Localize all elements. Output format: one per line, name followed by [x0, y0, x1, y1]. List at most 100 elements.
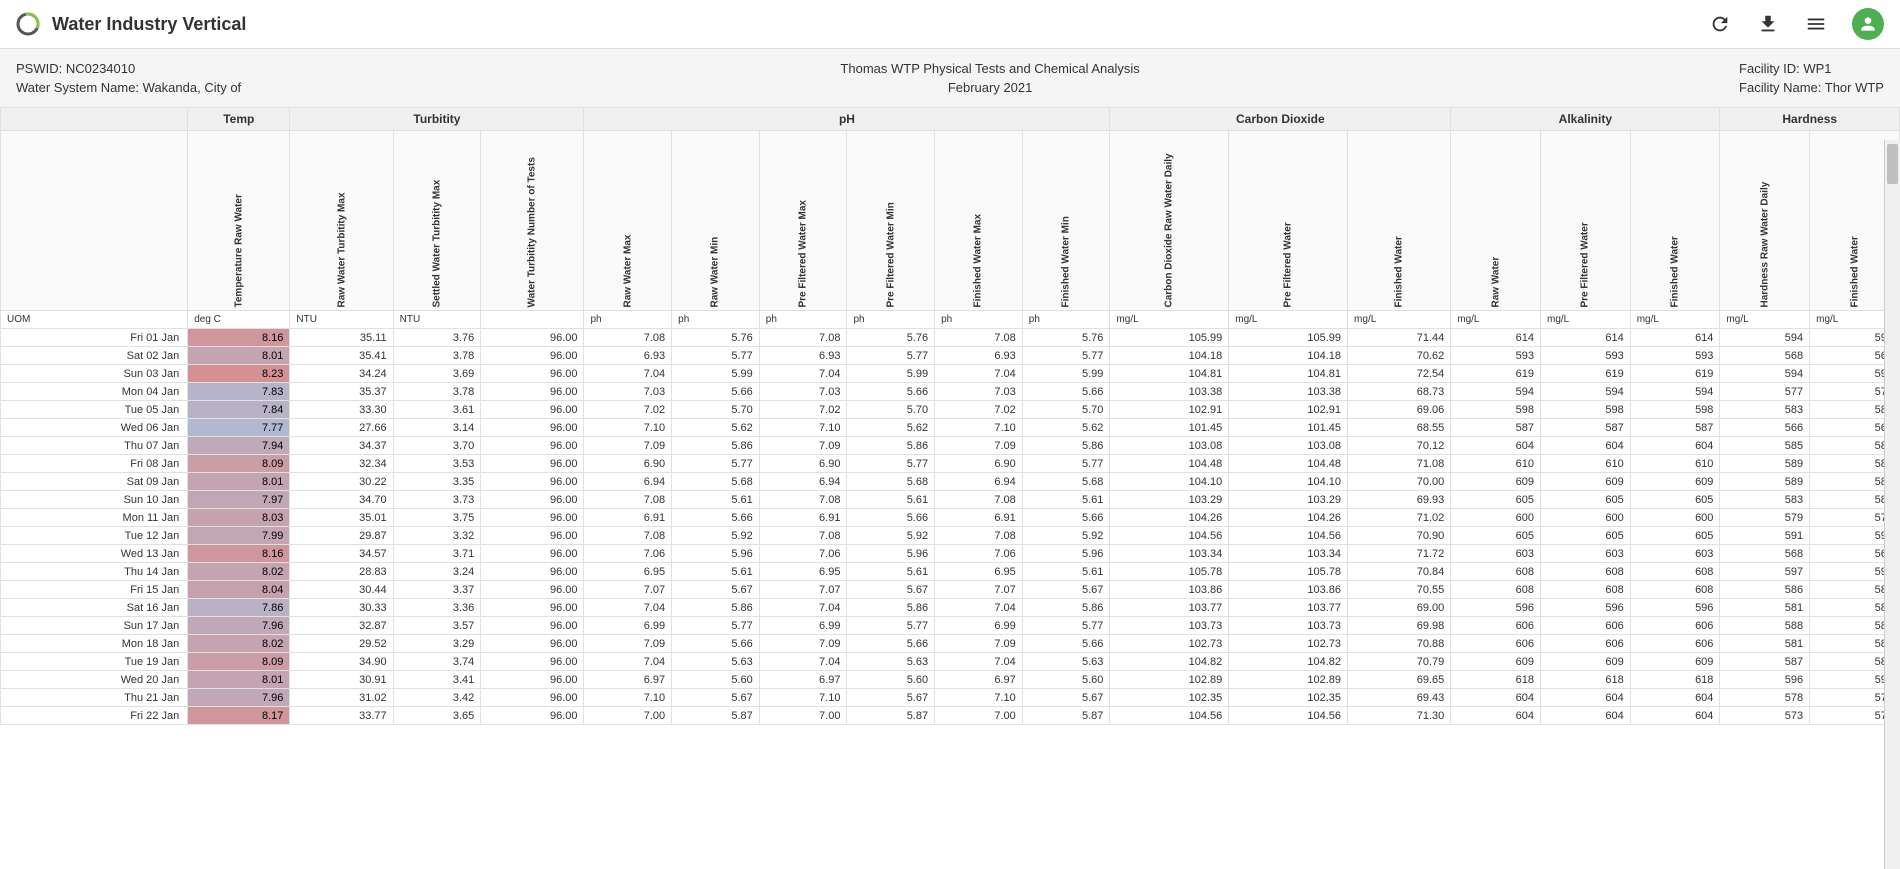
data-cell: 70.90: [1348, 527, 1451, 545]
data-cell: 3.37: [393, 581, 481, 599]
date-cell: Sat 09 Jan: [1, 473, 188, 491]
data-cell: 69.65: [1348, 671, 1451, 689]
data-cell: 594: [1451, 383, 1541, 401]
data-cell: 96.00: [481, 671, 584, 689]
data-cell: 8.03: [188, 509, 290, 527]
data-cell: 96.00: [481, 599, 584, 617]
data-cell: 608: [1630, 581, 1720, 599]
data-cell: 7.02: [584, 401, 672, 419]
data-cell: 5.76: [1022, 329, 1110, 347]
data-cell: 6.94: [935, 473, 1023, 491]
data-cell: 7.04: [584, 365, 672, 383]
menu-icon[interactable]: [1804, 12, 1828, 36]
data-cell: 587: [1451, 419, 1541, 437]
data-cell: 7.06: [759, 545, 847, 563]
data-cell: 71.08: [1348, 455, 1451, 473]
header-bar: Water Industry Vertical: [0, 0, 1900, 49]
data-cell: 72.54: [1348, 365, 1451, 383]
data-cell: 3.78: [393, 347, 481, 365]
data-cell: 589: [1720, 473, 1810, 491]
data-cell: 606: [1630, 617, 1720, 635]
data-cell: 6.99: [584, 617, 672, 635]
data-cell: 597: [1720, 563, 1810, 581]
data-cell: 7.08: [584, 329, 672, 347]
date-cell: Mon 18 Jan: [1, 635, 188, 653]
data-cell: 8.04: [188, 581, 290, 599]
data-cell: 105.99: [1229, 329, 1348, 347]
data-cell: 104.18: [1110, 347, 1229, 365]
column-header: Raw Water Max: [584, 131, 672, 311]
data-cell: 577: [1720, 383, 1810, 401]
data-cell: 104.26: [1110, 509, 1229, 527]
refresh-icon[interactable]: [1708, 12, 1732, 36]
data-cell: 6.97: [935, 671, 1023, 689]
download-icon[interactable]: [1756, 12, 1780, 36]
date-cell: Fri 22 Jan: [1, 707, 188, 725]
scrollbar-thumb[interactable]: [1887, 144, 1898, 184]
data-cell: 5.67: [847, 581, 935, 599]
data-cell: 7.97: [188, 491, 290, 509]
data-cell: 8.17: [188, 707, 290, 725]
data-cell: 70.84: [1348, 563, 1451, 581]
data-cell: 96.00: [481, 653, 584, 671]
data-cell: 3.71: [393, 545, 481, 563]
data-cell: 6.91: [584, 509, 672, 527]
data-cell: 5.92: [1022, 527, 1110, 545]
date-cell: Mon 04 Jan: [1, 383, 188, 401]
data-cell: 604: [1451, 707, 1541, 725]
data-cell: 8.02: [188, 635, 290, 653]
column-header: Water Turbitity Number of Tests: [481, 131, 584, 311]
group-header: Hardness: [1720, 108, 1900, 131]
data-cell: 583: [1720, 491, 1810, 509]
table-row: Fri 08 Jan8.0932.343.5396.006.905.776.90…: [1, 455, 1900, 473]
uom-cell: mg/L: [1720, 311, 1810, 329]
data-cell: 5.66: [672, 635, 760, 653]
data-cell: 35.01: [290, 509, 393, 527]
uom-cell: ph: [759, 311, 847, 329]
data-cell: 6.90: [935, 455, 1023, 473]
date-cell: Fri 15 Jan: [1, 581, 188, 599]
data-cell: 3.78: [393, 383, 481, 401]
data-cell: 8.01: [188, 671, 290, 689]
data-cell: 104.56: [1229, 707, 1348, 725]
data-cell: 27.66: [290, 419, 393, 437]
data-cell: 96.00: [481, 365, 584, 383]
date-cell: Sun 10 Jan: [1, 491, 188, 509]
data-cell: 104.81: [1229, 365, 1348, 383]
date-cell: Sun 03 Jan: [1, 365, 188, 383]
data-cell: 103.38: [1229, 383, 1348, 401]
data-cell: 30.44: [290, 581, 393, 599]
data-cell: 96.00: [481, 401, 584, 419]
data-cell: 5.67: [1022, 689, 1110, 707]
data-cell: 7.04: [935, 365, 1023, 383]
data-cell: 609: [1451, 653, 1541, 671]
table-row: Thu 14 Jan8.0228.833.2496.006.955.616.95…: [1, 563, 1900, 581]
data-cell: 3.76: [393, 329, 481, 347]
data-cell: 7.03: [935, 383, 1023, 401]
avatar[interactable]: [1852, 8, 1884, 40]
date-cell: Tue 12 Jan: [1, 527, 188, 545]
data-cell: 5.66: [847, 383, 935, 401]
data-cell: 32.87: [290, 617, 393, 635]
data-cell: 7.06: [935, 545, 1023, 563]
table-row: Sat 02 Jan8.0135.413.7896.006.935.776.93…: [1, 347, 1900, 365]
data-cell: 618: [1540, 671, 1630, 689]
data-cell: 609: [1630, 653, 1720, 671]
data-cell: 7.03: [759, 383, 847, 401]
data-cell: 8.01: [188, 473, 290, 491]
data-cell: 5.86: [1022, 437, 1110, 455]
data-cell: 587: [1630, 419, 1720, 437]
data-cell: 7.84: [188, 401, 290, 419]
data-cell: 605: [1451, 527, 1541, 545]
data-cell: 8.01: [188, 347, 290, 365]
data-cell: 7.04: [935, 599, 1023, 617]
data-cell: 69.93: [1348, 491, 1451, 509]
data-cell: 104.82: [1229, 653, 1348, 671]
data-cell: 608: [1451, 563, 1541, 581]
data-table-wrap[interactable]: TempTurbititypHCarbon DioxideAlkalinityH…: [0, 107, 1900, 836]
table-row: Thu 21 Jan7.9631.023.4296.007.105.677.10…: [1, 689, 1900, 707]
data-cell: 69.98: [1348, 617, 1451, 635]
vertical-scrollbar[interactable]: [1884, 140, 1900, 869]
data-cell: 6.99: [759, 617, 847, 635]
data-cell: 606: [1451, 617, 1541, 635]
